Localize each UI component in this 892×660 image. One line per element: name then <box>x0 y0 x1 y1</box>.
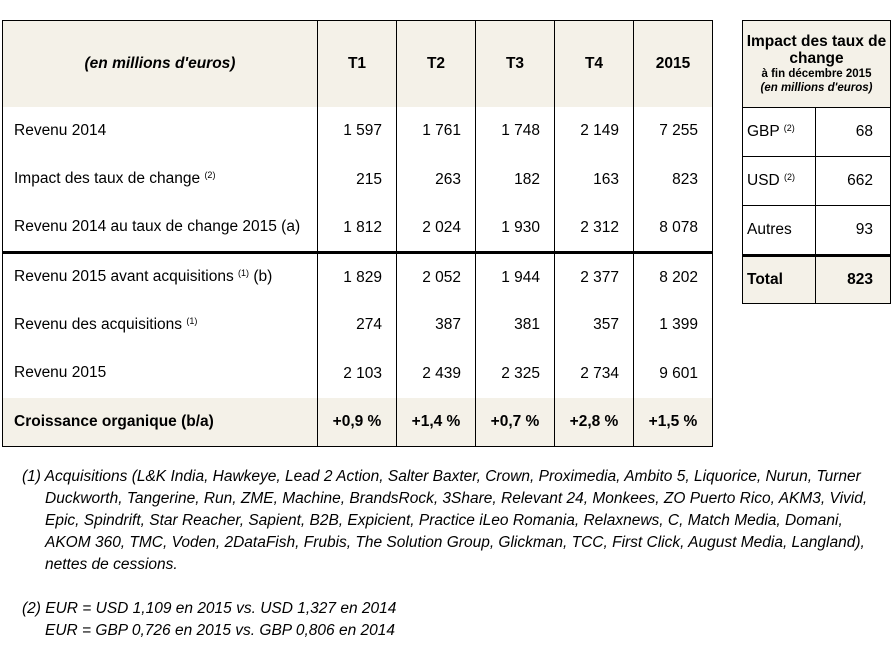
cell-value: 2 439 <box>396 349 476 398</box>
table-row: Revenu 2014 au taux de change 2015 (a) 1… <box>2 204 713 253</box>
footnote-ref: (1) <box>186 315 198 326</box>
currency-value: 68 <box>815 107 891 157</box>
side-title: Impact des taux de change <box>746 33 887 67</box>
row-label: Croissance organique (b/a) <box>2 398 318 447</box>
organic-growth-row: Croissance organique (b/a) +0,9 % +1,4 %… <box>2 398 713 447</box>
cell-value: 7 255 <box>633 107 713 156</box>
header-unit-label: (en millions d'euros) <box>2 20 318 107</box>
footnote-2-line-1: (2) EUR = USD 1,109 en 2015 vs. USD 1,32… <box>22 600 397 617</box>
cell-value: +1,5 % <box>633 398 713 447</box>
row-label: Revenu 2015 avant acquisitions (1) (b) <box>2 251 318 301</box>
cell-value: +0,9 % <box>317 398 397 447</box>
currency-value: 662 <box>815 156 891 206</box>
footnote-2: (2) EUR = USD 1,109 en 2015 vs. USD 1,32… <box>22 598 884 642</box>
header-col-t3: T3 <box>475 20 555 107</box>
cell-value: 263 <box>396 155 476 204</box>
table-row: Revenu 2014 1 597 1 761 1 748 2 149 7 25… <box>2 107 713 156</box>
row-label: Revenu des acquisitions (1) <box>2 301 318 350</box>
cell-value: 1 399 <box>633 301 713 350</box>
table-row: Revenu 2015 2 103 2 439 2 325 2 734 9 60… <box>2 349 713 398</box>
cell-value: 2 024 <box>396 204 476 253</box>
header-col-t4: T4 <box>554 20 634 107</box>
cell-value: 357 <box>554 301 634 350</box>
header-col-t2: T2 <box>396 20 476 107</box>
cell-value: 2 377 <box>554 251 634 301</box>
cell-value: 1 597 <box>317 107 397 156</box>
cell-value: 163 <box>554 155 634 204</box>
cell-value: 2 149 <box>554 107 634 156</box>
side-header: Impact des taux de change à fin décembre… <box>742 20 891 108</box>
cell-value: 1 930 <box>475 204 555 253</box>
cell-value: 1 829 <box>317 251 397 301</box>
side-subtitle: à fin décembre 2015 <box>761 68 872 80</box>
cell-value: 8 202 <box>633 251 713 301</box>
revenue-table: (en millions d'euros) T1 T2 T3 T4 2015 R… <box>2 20 713 447</box>
cell-value: 8 078 <box>633 204 713 253</box>
currency-label: GBP (2) <box>742 107 816 157</box>
row-label: Revenu 2014 au taux de change 2015 (a) <box>2 204 318 253</box>
cell-value: +0,7 % <box>475 398 555 447</box>
row-label: Revenu 2015 <box>2 349 318 398</box>
header-col-t1: T1 <box>317 20 397 107</box>
footnote-1: (1) Acquisitions (L&K India, Hawkeye, Le… <box>22 466 884 576</box>
table-row: Revenu 2015 avant acquisitions (1) (b) 1… <box>2 251 713 301</box>
table-row: Impact des taux de change (2) 215 263 18… <box>2 155 713 204</box>
cell-value: 823 <box>633 155 713 204</box>
side-unit: (en millions d'euros) <box>760 82 873 94</box>
total-row: Total 823 <box>742 254 891 304</box>
table-row: Autres 93 <box>742 205 891 256</box>
currency-label: USD (2) <box>742 156 816 206</box>
currency-label: Autres <box>742 205 816 256</box>
table-row: GBP (2) 68 <box>742 107 891 157</box>
footnote-ref: (2) <box>783 123 795 133</box>
footnote-1-text: (1) Acquisitions (L&K India, Hawkeye, Le… <box>22 468 868 573</box>
cell-value: 2 103 <box>317 349 397 398</box>
cell-value: 2 734 <box>554 349 634 398</box>
currency-value: 93 <box>815 205 891 256</box>
cell-value: 381 <box>475 301 555 350</box>
cell-value: 274 <box>317 301 397 350</box>
cell-value: 1 944 <box>475 251 555 301</box>
footnote-2-line-2: EUR = GBP 0,726 en 2015 vs. GBP 0,806 en… <box>45 622 395 639</box>
cell-value: +2,8 % <box>554 398 634 447</box>
row-label: Impact des taux de change (2) <box>2 155 318 204</box>
cell-value: 2 052 <box>396 251 476 301</box>
table-row: Revenu des acquisitions (1) 274 387 381 … <box>2 301 713 350</box>
fx-impact-table: Impact des taux de change à fin décembre… <box>742 20 891 304</box>
cell-value: 182 <box>475 155 555 204</box>
cell-value: 1 761 <box>396 107 476 156</box>
footnote-ref: (1) <box>238 268 250 279</box>
cell-value: 1 748 <box>475 107 555 156</box>
total-label: Total <box>742 254 816 304</box>
cell-value: 215 <box>317 155 397 204</box>
side-header-row: Impact des taux de change à fin décembre… <box>742 20 891 108</box>
total-value: 823 <box>815 254 891 304</box>
footnote-ref: (2) <box>204 170 216 181</box>
cell-value: +1,4 % <box>396 398 476 447</box>
cell-value: 2 312 <box>554 204 634 253</box>
cell-value: 9 601 <box>633 349 713 398</box>
row-label: Revenu 2014 <box>2 107 318 156</box>
header-col-2015: 2015 <box>633 20 713 107</box>
table-row: USD (2) 662 <box>742 156 891 206</box>
cell-value: 1 812 <box>317 204 397 253</box>
footnote-ref: (2) <box>784 172 796 182</box>
cell-value: 2 325 <box>475 349 555 398</box>
cell-value: 387 <box>396 301 476 350</box>
header-row: (en millions d'euros) T1 T2 T3 T4 2015 <box>2 20 713 107</box>
